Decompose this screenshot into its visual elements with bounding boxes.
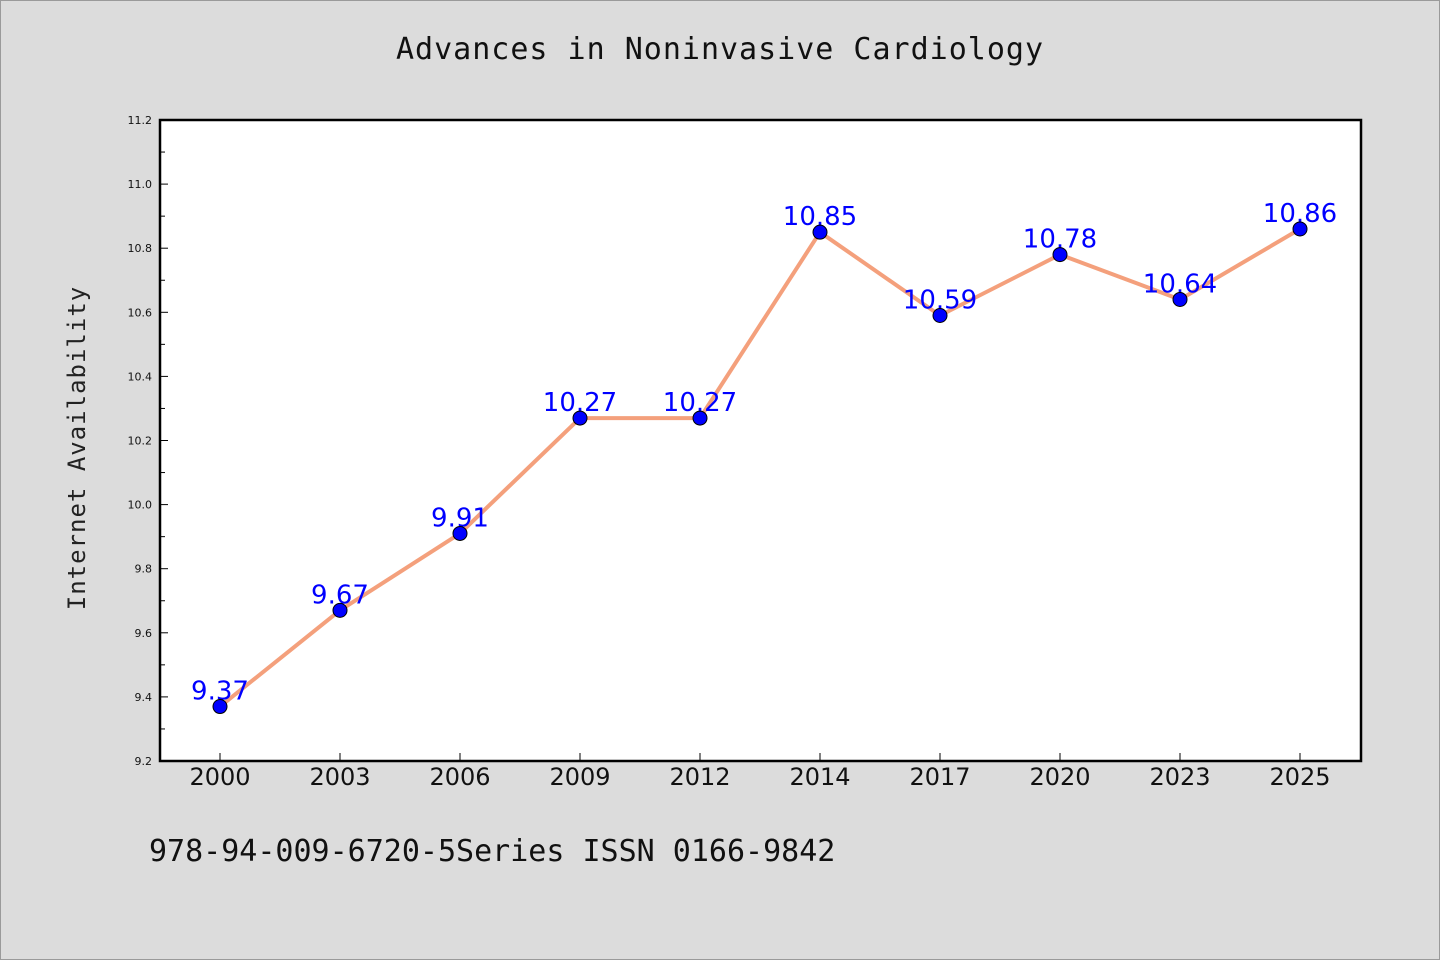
chart-title: Advances in Noninvasive Cardiology [395, 32, 1045, 67]
data-point [932, 308, 948, 324]
y-tick-label: 11.2 [128, 114, 153, 127]
data-point [1292, 221, 1308, 237]
data-point [212, 699, 228, 715]
data-point [692, 410, 708, 426]
y-tick-label: 10.0 [128, 499, 153, 512]
data-point [812, 224, 828, 240]
x-tick-label: 2009 [549, 763, 610, 791]
y-tick-label: 9.2 [135, 755, 153, 768]
y-tick-label: 10.6 [128, 306, 153, 319]
series-line [218, 226, 1302, 709]
data-point [572, 410, 588, 426]
y-tick-label: 9.4 [135, 691, 153, 704]
plot-border [158, 118, 1363, 763]
y-tick-label: 10.4 [128, 370, 153, 383]
y-tick-label: 9.8 [135, 563, 153, 576]
x-tick-label: 2003 [309, 763, 370, 791]
data-point [1172, 291, 1188, 307]
y-tick-label: 11.0 [128, 178, 153, 191]
y-tick-label: 9.6 [135, 627, 153, 640]
x-tick-label: 2014 [789, 763, 850, 791]
x-tick-label: 2006 [429, 763, 490, 791]
x-tick-label: 2025 [1269, 763, 1330, 791]
y-tick-label: 10.2 [128, 435, 153, 448]
plot-area [160, 120, 1361, 761]
data-point [452, 525, 468, 541]
x-tick-label: 2023 [1149, 763, 1210, 791]
data-point [332, 602, 348, 618]
footnote-text: 978-94-009-6720-5Series ISSN 0166-9842 [149, 834, 836, 869]
x-tick-label: 2012 [669, 763, 730, 791]
y-tick-label: 10.8 [128, 242, 153, 255]
x-tick-label: 2000 [189, 763, 250, 791]
x-tick-label: 2017 [909, 763, 970, 791]
data-point [1052, 247, 1068, 263]
x-tick-label: 2020 [1029, 763, 1090, 791]
